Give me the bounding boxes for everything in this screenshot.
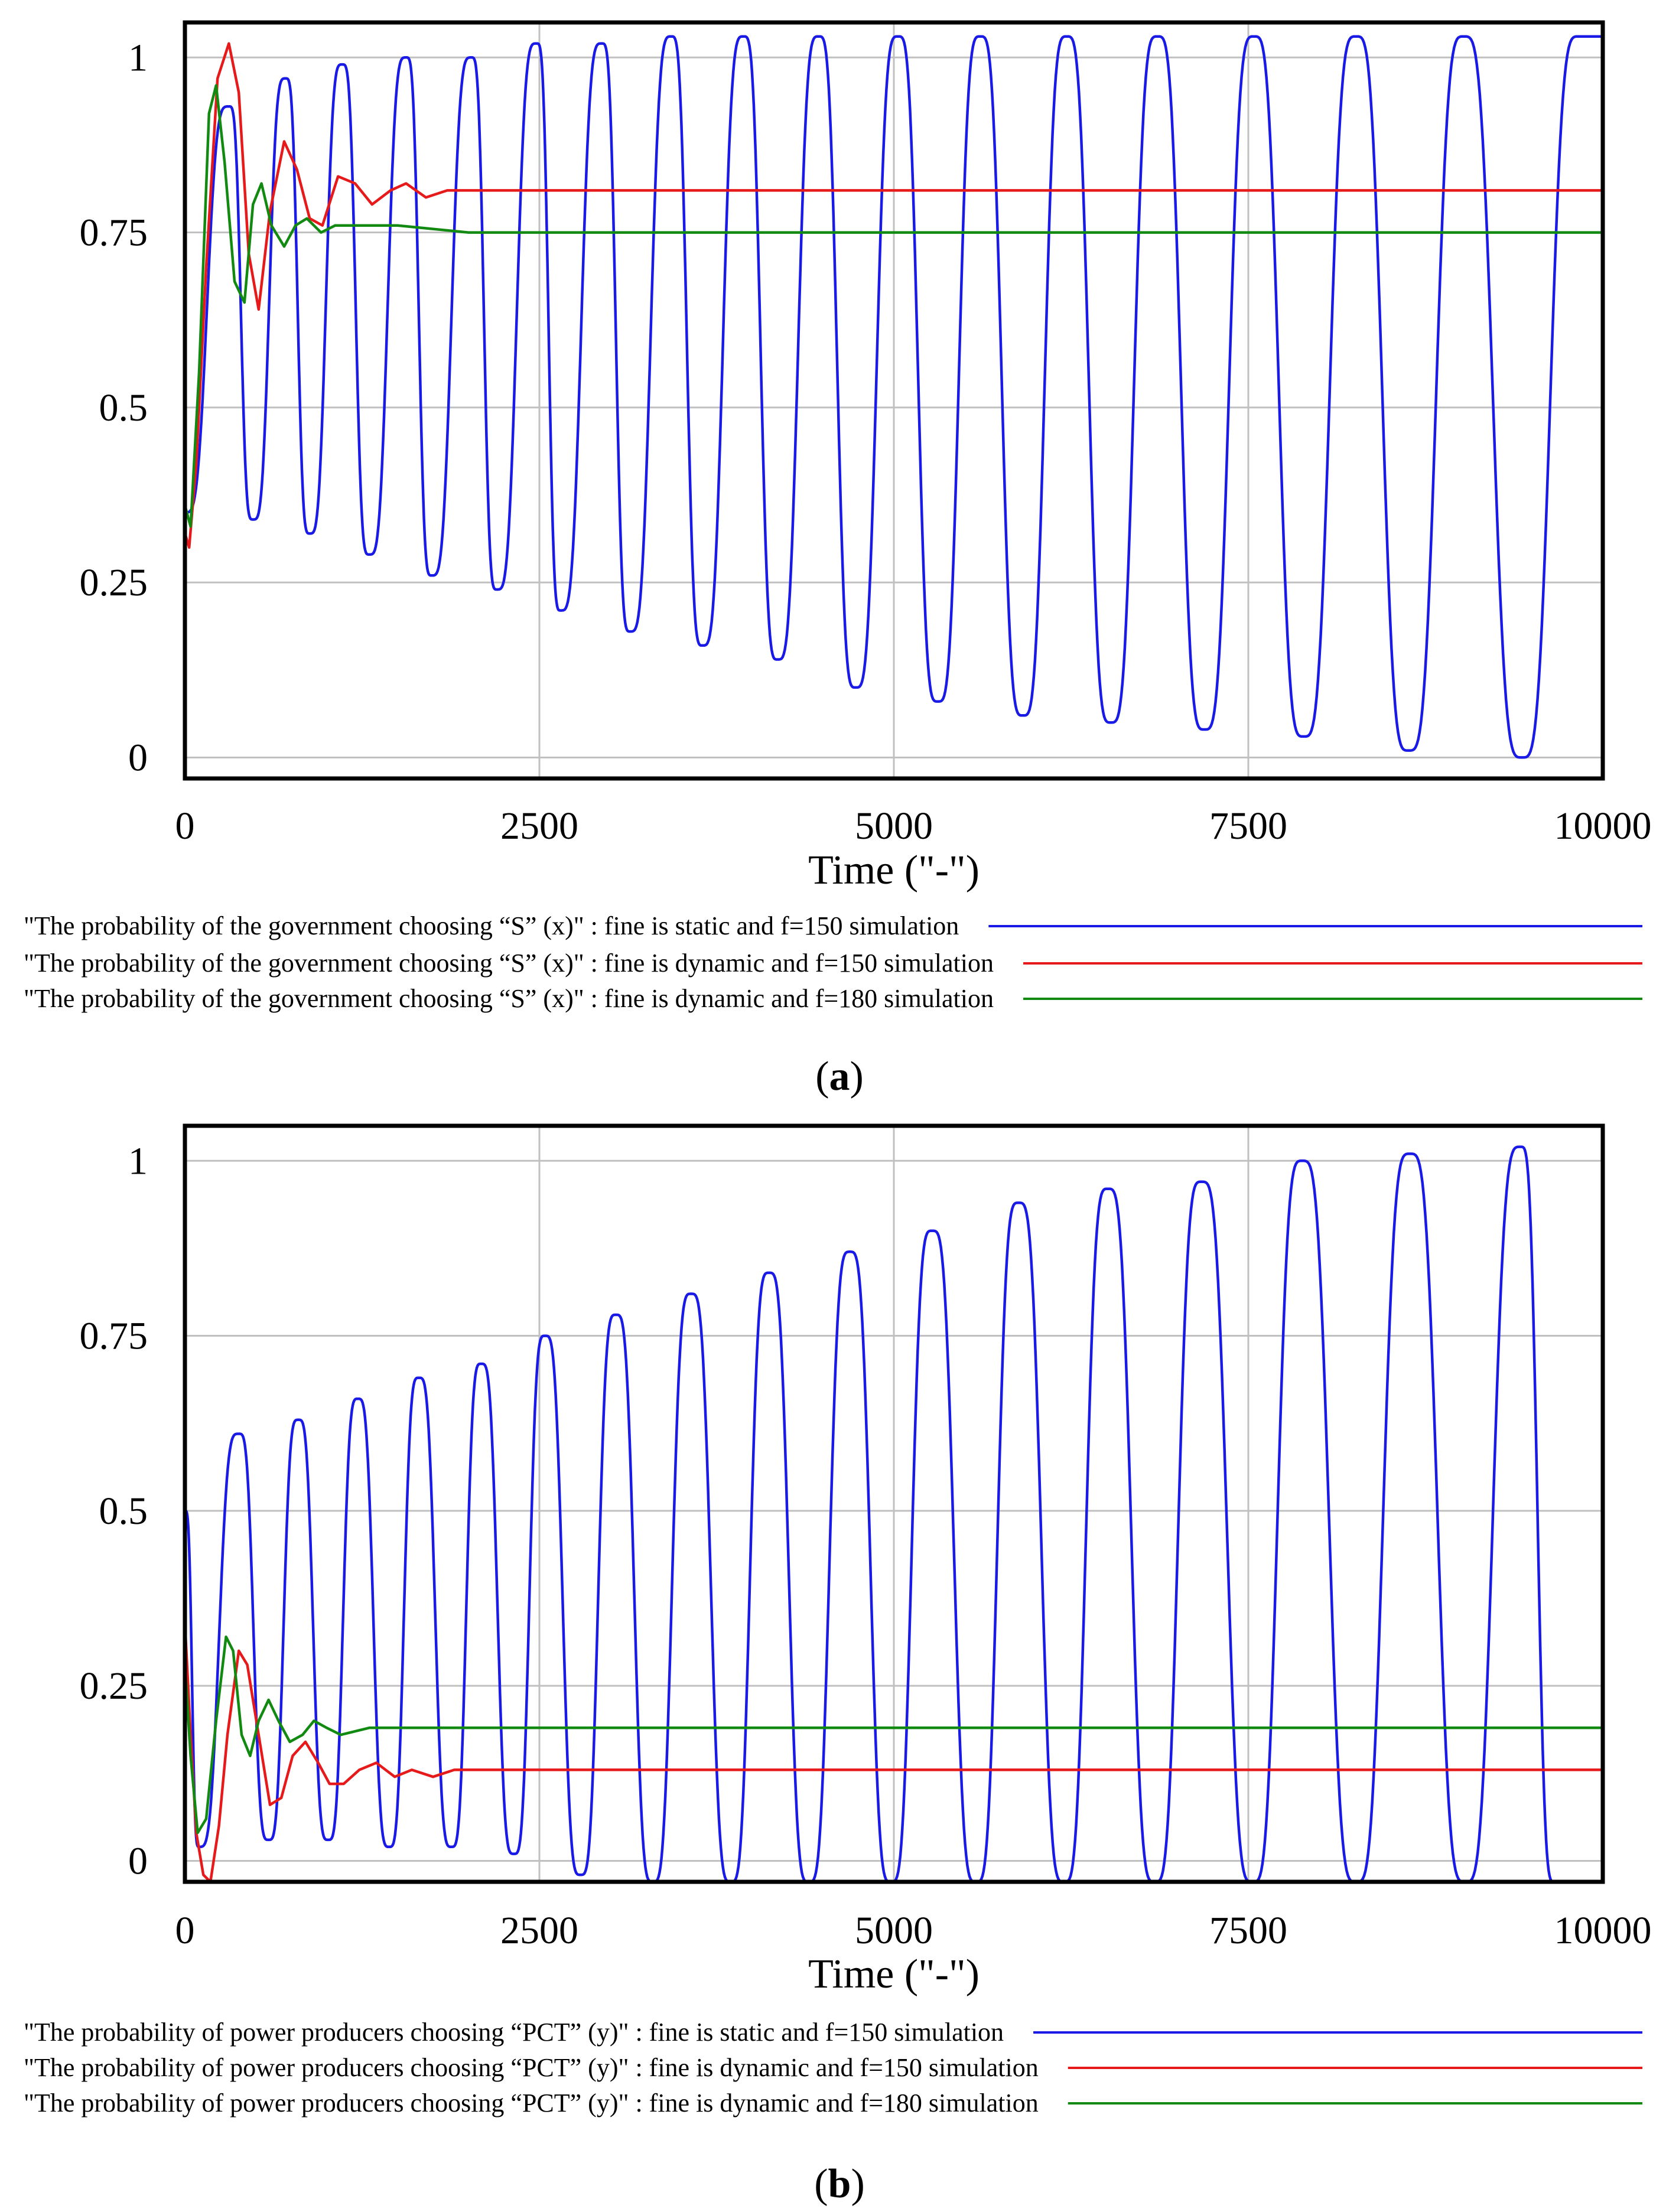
x-tick-label: 2500 (500, 1909, 578, 1952)
x-tick-label: 10000 (1554, 804, 1652, 848)
y-tick-label: 0.75 (80, 211, 148, 255)
panel-caption: (b) (814, 2161, 865, 2207)
y-tick-label: 0.5 (99, 386, 148, 429)
legend-label-3: "The probability of the government choos… (24, 984, 994, 1013)
y-tick-label: 0.25 (80, 561, 148, 604)
legend-label-2: "The probability of power producers choo… (24, 2053, 1039, 2082)
legend-label-1: "The probability of power producers choo… (24, 2018, 1004, 2047)
series-line-b-3 (183, 1635, 1603, 1835)
y-tick-label: 1 (128, 1139, 148, 1182)
panel-caption: (a) (815, 1054, 864, 1099)
series-line-a-2 (183, 42, 1603, 549)
x-tick-label: 7500 (1209, 1909, 1287, 1952)
legend-label-3: "The probability of power producers choo… (24, 2089, 1039, 2117)
x-tick-label: 10000 (1554, 1909, 1652, 1952)
chart-panel-a: 0 2500 5000 7500 10000 0 0.25 0.5 0.75 1 Time ("-"… (24, 20, 1652, 1099)
x-tick-label: 0 (175, 1909, 195, 1952)
legend-label-1: "The probability of the government choos… (24, 911, 959, 940)
y-tick-label: 0.75 (80, 1315, 148, 1358)
series-line-a-3 (183, 84, 1603, 528)
series-line-b-1 (184, 1145, 1603, 1884)
plot-frame (183, 1123, 1605, 1884)
plot-frame (183, 20, 1605, 781)
x-tick-label: 5000 (855, 804, 933, 848)
y-tick-label: 0.25 (80, 1664, 148, 1708)
chart-panel-b: 0 2500 5000 7500 10000 0 0.25 0.5 0.75 1 Time ("-"… (24, 1123, 1652, 2207)
x-tick-label: 2500 (500, 804, 578, 848)
series-line-a-1 (184, 35, 1604, 759)
y-tick-label: 0 (128, 736, 148, 779)
y-tick-label: 0 (128, 1839, 148, 1882)
y-tick-label: 0.5 (99, 1490, 148, 1533)
x-tick-label: 0 (175, 804, 195, 848)
x-tick-label: 7500 (1209, 804, 1287, 848)
x-axis-label: Time ("-") (808, 1952, 980, 1997)
legend-label-2: "The probability of the government choos… (24, 949, 994, 978)
y-tick-label: 1 (128, 36, 148, 79)
x-tick-label: 5000 (855, 1909, 933, 1952)
x-axis-label: Time ("-") (808, 848, 980, 893)
